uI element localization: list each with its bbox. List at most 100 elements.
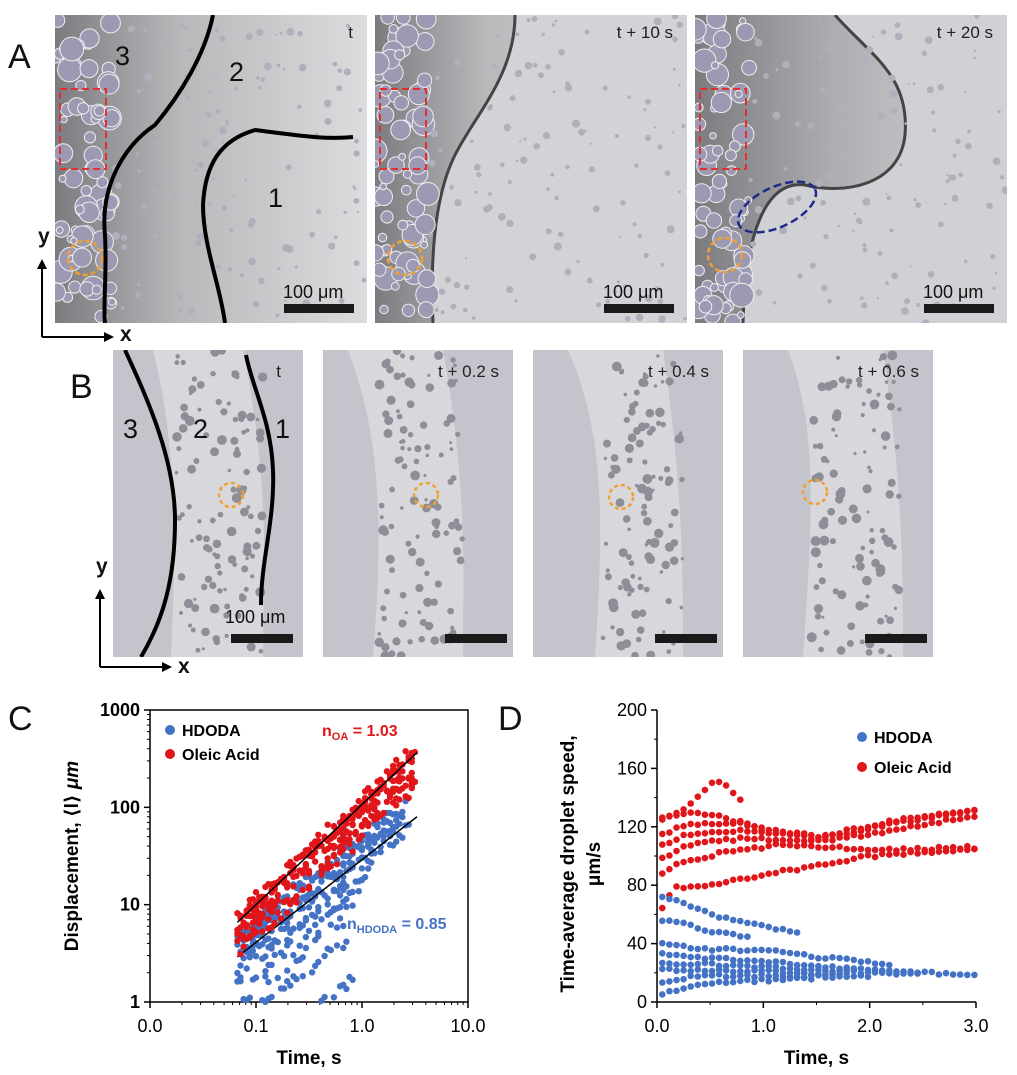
data-point (815, 972, 822, 979)
data-point (694, 839, 702, 847)
droplet (241, 565, 249, 573)
data-point (673, 987, 680, 995)
data-point (399, 808, 406, 816)
droplet (191, 604, 200, 612)
droplet (643, 422, 650, 429)
data-point (666, 965, 673, 972)
droplet (551, 23, 555, 27)
data-point (346, 853, 353, 860)
data-point (393, 823, 400, 830)
y-axis-label-line2: μm/s (584, 842, 605, 886)
droplet (649, 538, 660, 548)
droplet (627, 433, 637, 443)
droplet (626, 457, 633, 464)
data-point (268, 993, 275, 1001)
data-point (249, 896, 257, 903)
data-point (330, 905, 338, 912)
data-point (659, 814, 666, 821)
droplet (885, 363, 891, 369)
data-point (928, 812, 936, 820)
droplet (848, 504, 858, 514)
data-point (343, 903, 350, 911)
data-point (779, 836, 787, 844)
droplet (399, 426, 408, 434)
data-point (843, 955, 850, 962)
droplet (815, 179, 823, 188)
droplet (212, 552, 217, 557)
droplet (891, 379, 896, 384)
droplet (396, 651, 406, 657)
data-point (758, 975, 765, 983)
droplet (829, 538, 836, 545)
data-point (708, 947, 716, 954)
data-point (779, 841, 787, 849)
droplet (604, 573, 612, 581)
droplet (284, 299, 287, 303)
data-point (383, 798, 391, 805)
data-point (666, 829, 673, 836)
droplet (385, 554, 395, 564)
droplet (210, 350, 221, 357)
data-point (857, 825, 865, 833)
droplet (515, 32, 520, 37)
droplet (450, 303, 457, 310)
data-point (701, 945, 709, 952)
data-point (836, 954, 843, 962)
droplet (711, 144, 724, 157)
droplet (904, 298, 911, 305)
droplet (645, 294, 653, 303)
droplet (377, 632, 382, 636)
data-point (358, 832, 366, 839)
droplet (884, 380, 889, 384)
data-point (361, 816, 369, 824)
droplet (79, 59, 99, 79)
data-point (715, 778, 723, 786)
droplet (178, 424, 188, 433)
droplet (729, 282, 755, 308)
droplet (217, 435, 227, 445)
droplet (787, 197, 795, 206)
droplet (927, 271, 935, 278)
data-point (277, 915, 285, 922)
droplet (406, 258, 421, 273)
data-point (744, 933, 751, 940)
droplet (659, 570, 664, 574)
data-point (330, 823, 338, 830)
droplet (629, 587, 635, 593)
droplet (415, 557, 425, 567)
droplet (209, 517, 216, 524)
data-point (744, 875, 751, 882)
data-point (715, 971, 723, 978)
data-point (296, 942, 303, 949)
droplet (130, 27, 135, 32)
droplet (634, 163, 639, 168)
region-label-1: 1 (275, 414, 291, 444)
droplet (963, 259, 968, 264)
droplet (448, 521, 456, 530)
data-point (822, 974, 829, 981)
micrograph-b1 (113, 350, 303, 657)
droplet (456, 556, 465, 565)
droplet (449, 447, 454, 451)
data-point (758, 921, 765, 929)
data-point (312, 921, 319, 928)
data-point (878, 820, 886, 828)
droplet (681, 123, 686, 129)
droplet (447, 607, 454, 615)
droplet (245, 428, 250, 433)
droplet (446, 413, 456, 423)
droplet (986, 202, 993, 209)
droplet (843, 155, 850, 162)
droplet (177, 293, 183, 300)
data-point (343, 818, 350, 825)
data-point (365, 843, 372, 850)
droplet (473, 163, 481, 171)
data-point (772, 869, 780, 877)
data-point (666, 951, 673, 959)
droplet (176, 515, 182, 521)
droplet (217, 588, 223, 594)
droplet (1000, 175, 1005, 180)
droplet (245, 556, 249, 560)
data-point (886, 845, 893, 853)
data-point (687, 961, 694, 969)
